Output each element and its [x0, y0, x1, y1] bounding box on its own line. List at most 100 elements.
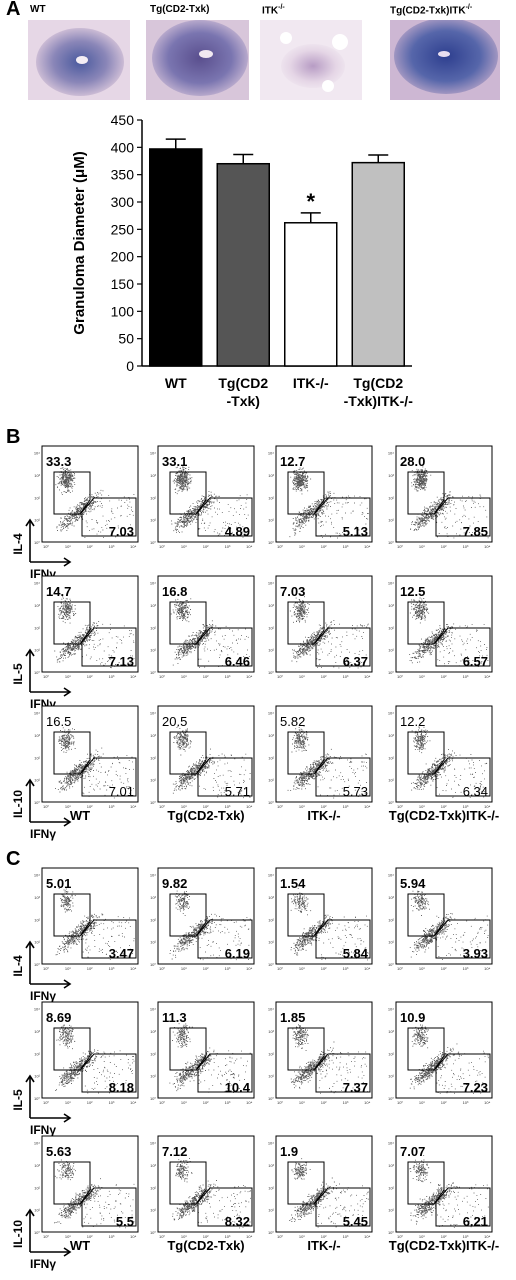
- ifng-positive-gate: [81, 627, 137, 667]
- gate-percentage-bottom: 5.5: [116, 1214, 134, 1229]
- ifng-positive-gate: [315, 757, 371, 797]
- y-tick-label: 10¹: [388, 648, 394, 653]
- x-tick-label: 10⁴: [246, 1100, 252, 1105]
- gate-percentage-bottom: 7.85: [463, 524, 488, 539]
- x-tick-label: 10⁴: [484, 674, 490, 679]
- gate-percentage-top: 8.69: [46, 1010, 71, 1025]
- y-tick-label: 10²: [34, 495, 40, 500]
- x-tick-label: 10³: [343, 1234, 349, 1239]
- y-tick-label: 10¹: [268, 648, 274, 653]
- y-tick-label: 10⁰: [268, 800, 274, 805]
- y-axis-label: Granuloma Diameter (μM): [71, 151, 88, 334]
- x-axis-arrowhead: [63, 687, 72, 697]
- y-tick-label: 10²: [388, 1051, 394, 1056]
- x-axis-arrowhead: [63, 979, 72, 989]
- y-tick-label: 10³: [388, 895, 394, 900]
- y-tick-label: 10¹: [268, 1208, 274, 1213]
- x-tick-label: 10⁴: [246, 1234, 252, 1239]
- condition-label: ITK-/-: [307, 808, 340, 823]
- y-tick-label: 10⁰: [150, 1230, 156, 1235]
- y-tick-label: 10²: [268, 917, 274, 922]
- y-tick-label: 10³: [388, 603, 394, 608]
- condition-label: WT: [70, 808, 90, 823]
- il-positive-gate: [169, 731, 207, 775]
- gate-percentage-bottom: 6.34: [463, 784, 488, 799]
- x-tick-label: 10¹: [181, 966, 187, 971]
- x-tick-label: 10⁴: [130, 544, 136, 549]
- granuloma-bar-chart: Granuloma Diameter (μM) 0 50 100 150 200 250 30…: [71, 112, 413, 409]
- y-tick-label: 10¹: [150, 1208, 156, 1213]
- y-tick-label: 10⁰: [268, 1230, 274, 1235]
- y-tick-label: 200: [111, 249, 135, 265]
- condition-label: ITK-/-: [307, 1238, 340, 1253]
- x-tick-label: 10³: [225, 544, 231, 549]
- gate-percentage-bottom: 4.89: [225, 524, 250, 539]
- y-tick-label: 10³: [388, 1163, 394, 1168]
- x-tick-label: 10¹: [419, 1100, 425, 1105]
- ifng-positive-gate: [197, 627, 253, 667]
- il-positive-gate: [53, 601, 91, 645]
- ifng-positive-gate: [435, 1053, 491, 1093]
- y-tick-label: 10²: [150, 755, 156, 760]
- gate-percentage-top: 5.01: [46, 876, 71, 891]
- x-tick-label: 10²: [321, 966, 327, 971]
- x-tick-label: 10³: [463, 1100, 469, 1105]
- il-positive-gate: [169, 893, 207, 937]
- ifng-positive-gate: [315, 1187, 371, 1227]
- ifng-positive-gate: [315, 627, 371, 667]
- x-tick-label: 10¹: [181, 674, 187, 679]
- y-tick-label: 10²: [34, 755, 40, 760]
- gate-percentage-bottom: 3.93: [463, 946, 488, 961]
- y-tick-label: 10³: [268, 895, 274, 900]
- panel-c-letter: C: [6, 848, 21, 870]
- histo-label-tg-itk: Tg(CD2-Txk)ITK-/-: [390, 4, 473, 17]
- y-tick-label: 10²: [150, 917, 156, 922]
- y-tick-label: 10³: [150, 733, 156, 738]
- x-tick-label: 10⁰: [277, 1100, 283, 1105]
- x-tick-label: 10²: [87, 804, 93, 809]
- gate-percentage-top: 5.94: [400, 876, 426, 891]
- y-tick-label: 10⁴: [388, 711, 394, 716]
- gate-percentage-bottom: 8.32: [225, 1214, 250, 1229]
- y-tick-label: 10²: [34, 625, 40, 630]
- y-tick-label: 10³: [388, 1029, 394, 1034]
- x-tick-label: 10⁰: [43, 544, 49, 549]
- x-axis-label: IFNγ: [30, 989, 56, 1003]
- y-tick-label: 10¹: [388, 1208, 394, 1213]
- x-tick-label: 10³: [463, 674, 469, 679]
- x-tick-label: 10⁴: [130, 966, 136, 971]
- y-tick-label: 10⁰: [268, 540, 274, 545]
- condition-label: Tg(CD2-Txk)ITK-/-: [389, 808, 500, 823]
- gate-percentage-bottom: 5.73: [343, 784, 368, 799]
- il-positive-gate: [169, 1027, 207, 1071]
- y-tick-label: 10⁰: [388, 1096, 394, 1101]
- gate-percentage-top: 1.85: [280, 1010, 305, 1025]
- x-tick-label: 10²: [441, 1234, 447, 1239]
- y-axis-arrowhead: [25, 518, 35, 527]
- x-tick-label: 10⁴: [364, 674, 370, 679]
- y-tick-label: 10⁰: [150, 800, 156, 805]
- y-tick-label: 10⁰: [150, 962, 156, 967]
- x-tick-label: 10³: [225, 1234, 231, 1239]
- y-tick-label: 300: [111, 194, 135, 210]
- y-tick-label: 10³: [268, 473, 274, 478]
- y-tick-label: 10³: [150, 473, 156, 478]
- x-tick-label: 10²: [441, 966, 447, 971]
- x-tick-label: 10⁰: [43, 1100, 49, 1105]
- x-tick-label: 10⁰: [277, 804, 283, 809]
- gate-percentage-top: 9.82: [162, 876, 187, 891]
- histo-label-tg: Tg(CD2-Txk): [150, 4, 210, 15]
- ifng-positive-gate: [315, 919, 371, 959]
- y-tick-label: 10⁴: [34, 581, 40, 586]
- gate-percentage-top: 28.0: [400, 454, 425, 469]
- x-tick-label: 10²: [87, 1234, 93, 1239]
- y-tick-label: 10⁰: [388, 962, 394, 967]
